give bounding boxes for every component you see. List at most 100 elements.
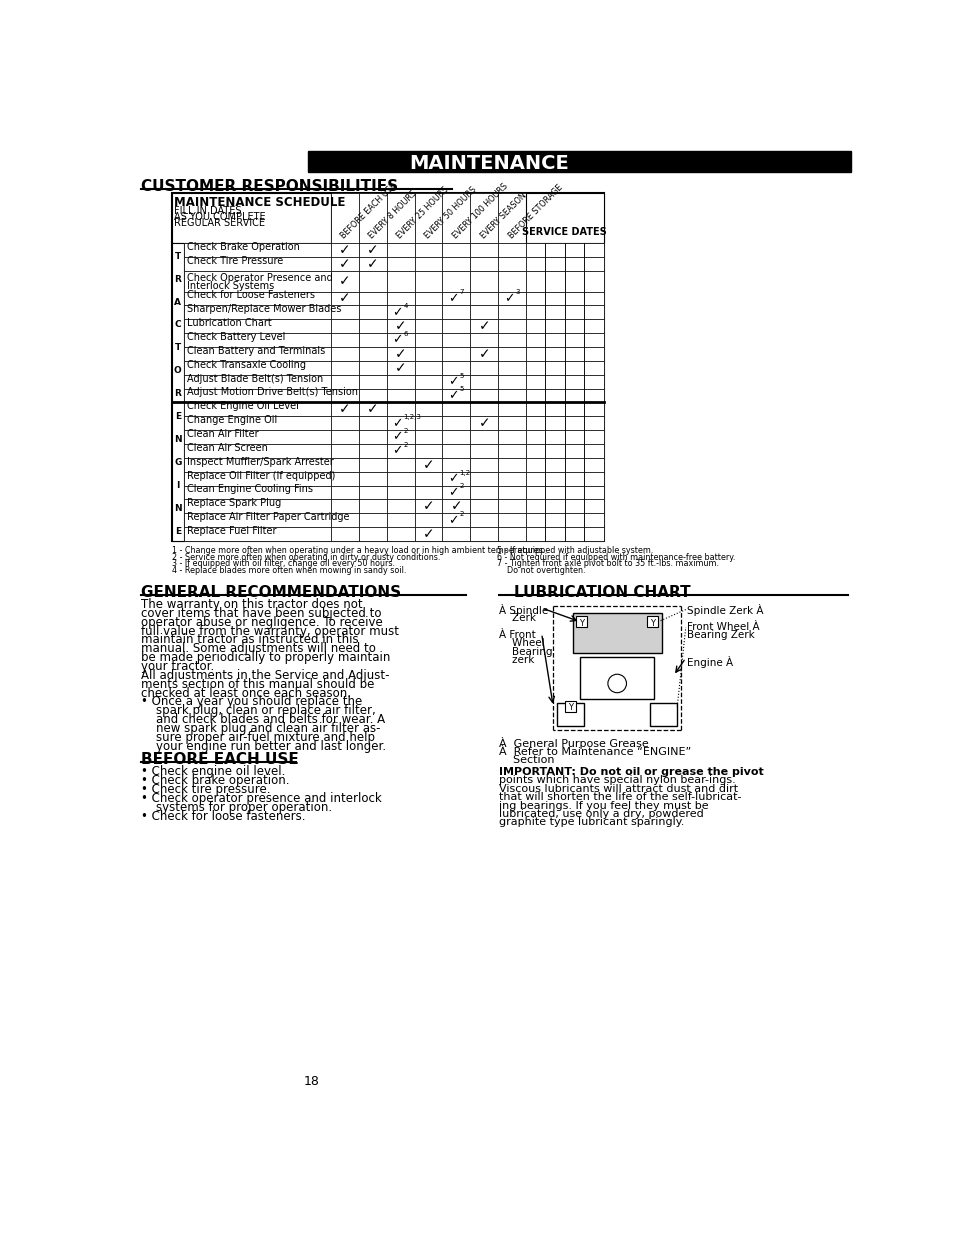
Bar	[497, 486, 525, 499]
Bar	[183, 375, 331, 388]
Text: IMPORTANT: Do not oil or grease the pivot: IMPORTANT: Do not oil or grease the pivo…	[498, 766, 763, 776]
Bar	[545, 347, 564, 361]
Bar	[183, 388, 331, 403]
Bar	[564, 513, 583, 528]
Bar	[545, 513, 564, 528]
Text: systems for proper operation.: systems for proper operation.	[141, 801, 332, 813]
Bar	[331, 430, 358, 444]
Bar	[545, 499, 564, 513]
Bar	[470, 271, 497, 292]
Bar	[583, 305, 603, 319]
Text: BEFORE EACH USE: BEFORE EACH USE	[339, 182, 398, 241]
Bar	[386, 193, 415, 243]
Text: BEFORE STORAGE: BEFORE STORAGE	[506, 183, 563, 241]
Text: ✓: ✓	[422, 457, 434, 472]
Bar	[415, 499, 442, 513]
Text: ✓: ✓	[448, 292, 458, 305]
Bar	[331, 499, 358, 513]
Text: ✓: ✓	[367, 403, 378, 417]
Bar	[358, 347, 386, 361]
Bar	[442, 319, 470, 334]
Bar	[564, 347, 583, 361]
Text: ✓: ✓	[338, 292, 350, 305]
Text: ments section of this manual should be: ments section of this manual should be	[141, 677, 374, 691]
Bar	[525, 528, 545, 541]
Text: 1,2,3: 1,2,3	[403, 414, 421, 420]
Text: ✓: ✓	[367, 257, 378, 271]
Bar	[358, 457, 386, 472]
Bar	[172, 403, 183, 541]
Bar	[442, 257, 470, 271]
Bar	[497, 334, 525, 347]
Text: 7 - Tighten front axle pivot bolt to 35 ft.-lbs. maximum.: 7 - Tighten front axle pivot bolt to 35 …	[497, 560, 719, 569]
Text: G: G	[173, 457, 181, 467]
Bar	[525, 271, 545, 292]
Bar	[557, 703, 583, 726]
Bar	[525, 499, 545, 513]
Bar	[525, 319, 545, 334]
Bar	[331, 375, 358, 388]
Text: Lubrication Chart: Lubrication Chart	[187, 318, 272, 328]
Bar	[331, 334, 358, 347]
Text: 4: 4	[403, 303, 408, 309]
Bar	[579, 656, 654, 698]
Bar	[386, 271, 415, 292]
Text: Replace Spark Plug: Replace Spark Plug	[187, 498, 280, 508]
Text: EVERY 100 HOURS: EVERY 100 HOURS	[451, 182, 509, 241]
Bar	[583, 457, 603, 472]
Bar	[564, 528, 583, 541]
Bar	[172, 193, 603, 541]
Bar	[331, 403, 358, 417]
Bar	[470, 388, 497, 403]
Bar	[525, 193, 603, 243]
Text: LUBRICATION CHART: LUBRICATION CHART	[514, 585, 690, 599]
Circle shape	[607, 674, 626, 692]
Text: Y: Y	[649, 619, 655, 628]
Text: 18: 18	[303, 1075, 319, 1089]
Text: E: E	[174, 528, 181, 536]
Bar	[525, 486, 545, 499]
Text: Clean Engine Cooling Fins: Clean Engine Cooling Fins	[187, 485, 313, 494]
Text: new spark plug and clean air filter as-: new spark plug and clean air filter as-	[141, 722, 380, 735]
Text: ✓: ✓	[422, 527, 434, 541]
Bar	[470, 292, 497, 305]
Bar	[470, 193, 497, 243]
Bar	[497, 403, 525, 417]
Text: be made periodically to properly maintain: be made periodically to properly maintai…	[141, 651, 390, 664]
Bar	[358, 417, 386, 430]
Bar	[358, 257, 386, 271]
Bar	[358, 388, 386, 403]
Text: O: O	[173, 366, 181, 375]
Bar	[386, 361, 415, 375]
Bar	[183, 513, 331, 528]
Bar	[415, 292, 442, 305]
Bar	[564, 361, 583, 375]
Bar	[545, 528, 564, 541]
Bar	[183, 347, 331, 361]
Text: 6 - Not required if equipped with maintenance-free battery.: 6 - Not required if equipped with mainte…	[497, 552, 735, 562]
Text: 1,2: 1,2	[459, 470, 470, 476]
Bar	[470, 347, 497, 361]
Bar	[525, 334, 545, 347]
Bar	[415, 334, 442, 347]
Text: Bearing: Bearing	[498, 646, 552, 656]
Bar	[358, 305, 386, 319]
Bar	[183, 528, 331, 541]
Bar	[386, 513, 415, 528]
Text: EVERY SEASON: EVERY SEASON	[478, 192, 527, 241]
Bar	[415, 257, 442, 271]
Text: • Check brake operation.: • Check brake operation.	[141, 774, 289, 787]
Bar	[386, 305, 415, 319]
Text: Do not overtighten.: Do not overtighten.	[497, 566, 585, 575]
Bar	[525, 513, 545, 528]
Bar	[442, 513, 470, 528]
Bar	[525, 243, 545, 257]
Bar	[583, 444, 603, 457]
Text: 4 - Replace blades more often when mowing in sandy soil.: 4 - Replace blades more often when mowin…	[172, 566, 406, 575]
Bar	[545, 444, 564, 457]
Bar	[386, 472, 415, 486]
Bar	[564, 417, 583, 430]
Bar	[442, 499, 470, 513]
Bar	[564, 243, 583, 257]
Text: ✓: ✓	[367, 243, 378, 257]
